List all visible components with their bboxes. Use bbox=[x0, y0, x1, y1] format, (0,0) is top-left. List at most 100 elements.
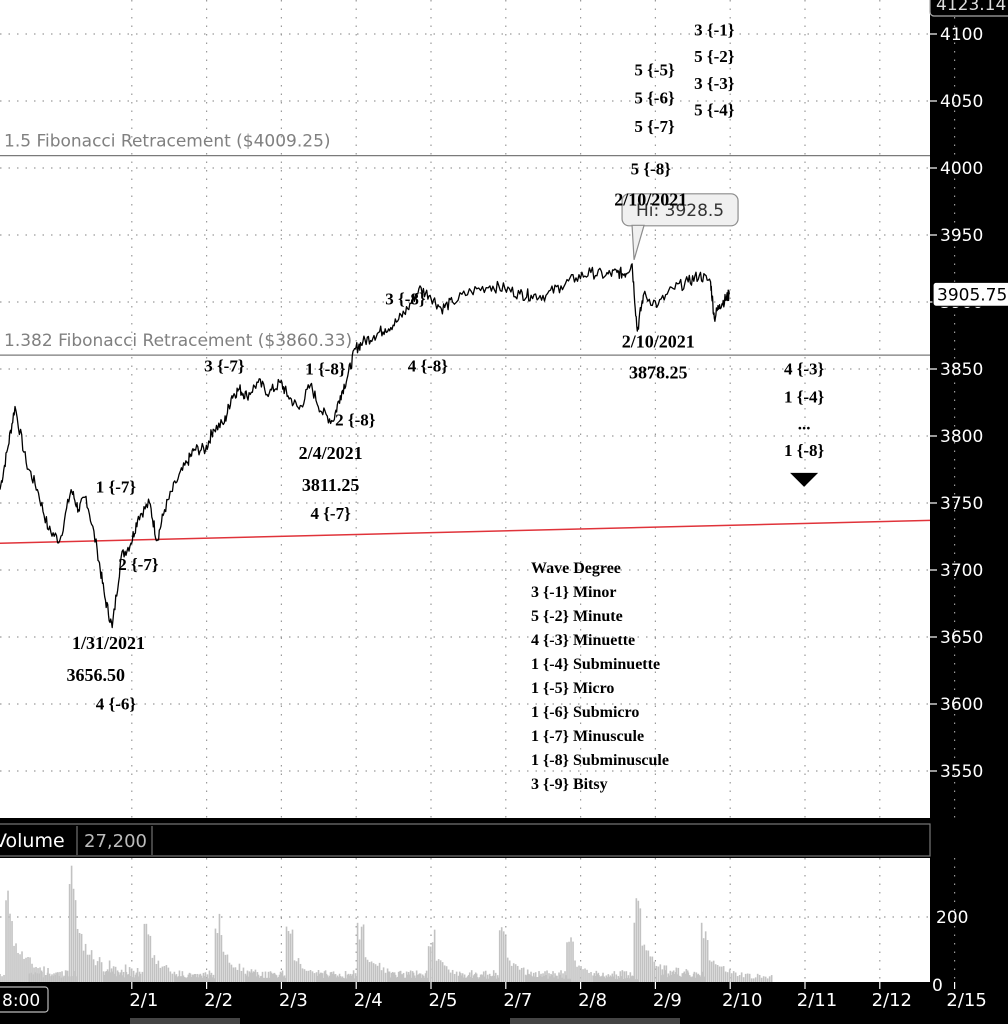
volume-bar bbox=[349, 973, 352, 982]
volume-bar bbox=[495, 978, 498, 982]
price-tick-label: 4000 bbox=[940, 159, 983, 179]
volume-bar bbox=[670, 975, 673, 982]
volume-bar bbox=[493, 975, 496, 982]
volume-bar bbox=[424, 973, 427, 982]
volume-bar bbox=[609, 975, 612, 982]
wave-label: 3 {-7} bbox=[204, 357, 245, 376]
volume-bar bbox=[420, 977, 423, 982]
volume-bar bbox=[663, 965, 666, 982]
volume-bar bbox=[552, 971, 554, 982]
volume-bar bbox=[274, 974, 277, 982]
date-tick-label: 2/3 bbox=[279, 990, 308, 1011]
volume-bar bbox=[403, 977, 406, 982]
volume-bar bbox=[82, 950, 85, 982]
volume-bar bbox=[60, 977, 63, 982]
volume-bar bbox=[760, 977, 763, 982]
volume-bar bbox=[736, 976, 739, 982]
wave-label: 1 {-8} bbox=[305, 359, 346, 378]
last-price-tag-text: 3905.75 bbox=[937, 285, 1007, 305]
volume-bar bbox=[27, 956, 29, 982]
volume-bar bbox=[445, 966, 448, 982]
volume-bar bbox=[468, 972, 471, 982]
volume-bar bbox=[0, 973, 1, 982]
volume-bar bbox=[301, 968, 304, 982]
volume-bar bbox=[145, 923, 148, 982]
scroll-indicator-2[interactable] bbox=[510, 1018, 680, 1024]
wave-label: 3811.25 bbox=[302, 475, 360, 495]
volume-bar bbox=[254, 969, 257, 982]
volume-bar bbox=[397, 971, 400, 982]
volume-bar bbox=[696, 974, 699, 982]
volume-bar bbox=[582, 969, 584, 982]
volume-bar bbox=[730, 973, 733, 982]
volume-bar bbox=[348, 975, 351, 982]
date-tick-label: 2/11 bbox=[797, 990, 837, 1011]
wave-label: 5 {-4} bbox=[694, 101, 735, 120]
volume-bar bbox=[174, 975, 177, 982]
volume-bar bbox=[536, 977, 538, 982]
volume-bar bbox=[405, 971, 408, 982]
volume-bar bbox=[54, 974, 57, 982]
volume-bar bbox=[692, 973, 695, 982]
volume-bar bbox=[542, 973, 544, 982]
volume-bar bbox=[169, 971, 172, 982]
volume-bar bbox=[271, 973, 274, 982]
volume-bar bbox=[688, 975, 691, 982]
volume-bar bbox=[313, 973, 316, 982]
volume-bar bbox=[311, 971, 314, 982]
volume-bar bbox=[309, 970, 312, 982]
volume-bar bbox=[710, 961, 713, 982]
volume-bar bbox=[135, 972, 138, 982]
volume-bar bbox=[439, 960, 442, 982]
volume-bar bbox=[11, 921, 13, 982]
legend-item: 4 {-3} Minuette bbox=[531, 632, 635, 649]
volume-bar bbox=[580, 966, 582, 982]
price-tick-label: 3700 bbox=[940, 561, 983, 581]
volume-bar bbox=[502, 931, 505, 982]
volume-bar bbox=[48, 973, 51, 982]
date-tick-label: 2/2 bbox=[204, 990, 233, 1011]
volume-bar bbox=[402, 972, 405, 982]
volume-bar bbox=[318, 974, 321, 982]
volume-bar bbox=[686, 970, 689, 982]
volume-bar bbox=[133, 977, 136, 982]
price-gridlines bbox=[0, 0, 956, 818]
volume-bar bbox=[165, 965, 168, 982]
date-tick-label: 2/12 bbox=[872, 990, 912, 1011]
volume-bar bbox=[115, 976, 118, 982]
volume-bar bbox=[28, 973, 31, 982]
volume-bar bbox=[355, 976, 358, 982]
volume-bar bbox=[660, 975, 663, 982]
volume-bar bbox=[155, 963, 158, 982]
volume-bar bbox=[324, 970, 327, 982]
volume-bar bbox=[182, 975, 185, 982]
volume-bar bbox=[332, 971, 335, 982]
volume-bar bbox=[512, 963, 515, 982]
down-arrow-icon bbox=[790, 472, 819, 487]
volume-bar bbox=[282, 976, 285, 982]
volume-bar bbox=[189, 973, 192, 982]
wave-label: 2 {-7} bbox=[118, 555, 159, 574]
volume-bar bbox=[299, 963, 302, 982]
volume-bar bbox=[354, 973, 357, 982]
volume-bar bbox=[291, 929, 294, 982]
volume-bar bbox=[714, 964, 717, 982]
volume-zero-label: 0 bbox=[932, 976, 943, 996]
volume-bar bbox=[443, 965, 446, 982]
volume-bar bbox=[752, 978, 755, 982]
volume-bar bbox=[372, 963, 375, 982]
scroll-indicator[interactable] bbox=[130, 1018, 240, 1024]
volume-bar bbox=[682, 972, 685, 982]
wave-label: 5 {-5} bbox=[634, 61, 675, 80]
volume-bar bbox=[322, 977, 325, 982]
volume-bar bbox=[353, 978, 356, 982]
volume-bar bbox=[514, 964, 517, 982]
volume-bar bbox=[269, 971, 272, 982]
volume-bar bbox=[316, 975, 319, 982]
volume-bar bbox=[702, 938, 705, 982]
wave-label: 2/4/2021 bbox=[299, 443, 363, 463]
wave-label: 4 {-8} bbox=[408, 357, 449, 376]
volume-bar bbox=[287, 931, 290, 982]
volume-bar bbox=[265, 977, 268, 982]
